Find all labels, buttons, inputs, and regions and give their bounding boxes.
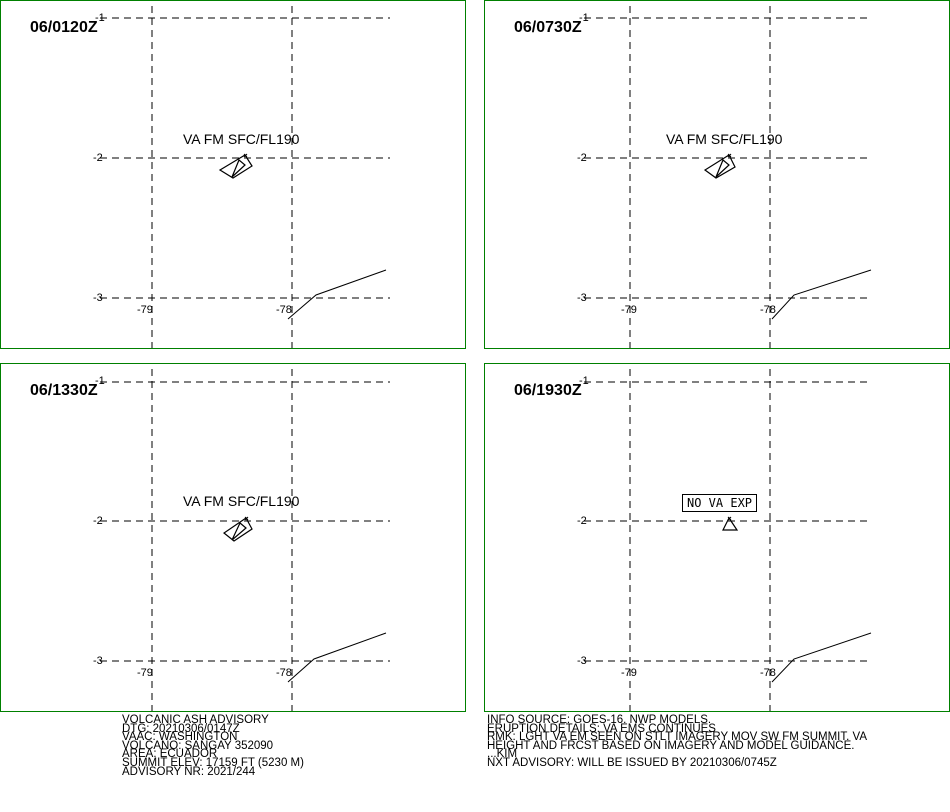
map-frame <box>484 0 950 349</box>
graticule <box>100 6 390 348</box>
volcano-icon <box>243 153 248 158</box>
lon-label-left: -79 <box>621 667 637 679</box>
coastline <box>287 632 387 683</box>
lon-label-left: -79 <box>137 667 153 679</box>
map-panel-2: 06/0730Z -1 -2 -3 -79 -78 VA FM SFC/FL19… <box>484 0 950 349</box>
map-frame <box>0 363 466 712</box>
lat-label-bot: -3 <box>93 655 103 667</box>
advisory-summit-elev: SUMMIT ELEV: 17159 FT (5230 M) <box>122 756 304 769</box>
remarks-line-2: HEIGHT AND FRCST BASED ON IMAGERY AND MO… <box>487 739 855 752</box>
coastline <box>287 269 387 320</box>
map-frame <box>484 363 950 712</box>
advisory-area: AREA: ECUADOR <box>122 748 218 761</box>
ash-polygon <box>222 517 253 542</box>
lon-label-left: -79 <box>137 304 153 316</box>
remarks-line-1: RMK: LGHT VA EM SEEN ON STLT IMAGERY MOV… <box>487 731 867 744</box>
volcano-icon <box>727 153 732 158</box>
valid-time: 06/1330Z <box>30 382 98 399</box>
ash-label: VA FM SFC/FL190 <box>183 131 300 147</box>
lat-label-top: -1 <box>579 12 589 24</box>
advisory-info-block: INFO SOURCE: GOES-16. NWP MODELS. ERUPTI… <box>487 714 867 769</box>
map-panel-1: 06/0120Z -1 -2 -3 -79 -78 VA FM SFC/FL19… <box>0 0 466 349</box>
lon-label-left: -79 <box>621 304 637 316</box>
ash-polygon <box>703 154 736 179</box>
coastline <box>771 632 872 683</box>
summit-marker-icon <box>727 516 732 521</box>
ash-polygon <box>218 154 253 179</box>
no-ash-label: NO VA EXP <box>682 494 758 512</box>
valid-time: 06/0120Z <box>30 19 98 36</box>
graticule <box>584 6 869 348</box>
lat-label-bot: -3 <box>577 292 587 304</box>
info-source: INFO SOURCE: GOES-16. NWP MODELS. <box>487 714 712 726</box>
map-panel-3: 06/1330Z -1 -2 -3 -79 -78 VA FM SFC/FL19… <box>0 363 466 712</box>
lat-label-bot: -3 <box>577 655 587 667</box>
lat-label-mid: -2 <box>93 152 103 164</box>
map-frame <box>0 0 466 349</box>
advisory-volcano: VOLCANO: SANGAY 352090 <box>122 739 274 752</box>
advisory-number: ADVISORY NR: 2021/244 <box>122 765 256 778</box>
lon-label-right: -78 <box>760 667 776 679</box>
lat-label-mid: -2 <box>577 515 587 527</box>
eruption-details: ERUPTION DETAILS: VA EMS CONTINUES <box>487 722 716 735</box>
lon-label-right: -78 <box>276 304 292 316</box>
lat-label-mid: -2 <box>93 515 103 527</box>
graticule <box>100 369 390 711</box>
advisory-title: VOLCANIC ASH ADVISORY <box>122 714 269 726</box>
ash-label: VA FM SFC/FL190 <box>666 131 783 147</box>
coastline <box>771 269 872 320</box>
next-advisory: NXT ADVISORY: WILL BE ISSUED BY 20210306… <box>487 756 777 769</box>
advisory-header-block: VOLCANIC ASH ADVISORY DTG: 20210306/0147… <box>122 714 304 778</box>
lon-label-right: -78 <box>276 667 292 679</box>
advisory-dtg: DTG: 20210306/0147Z <box>122 722 240 735</box>
lat-label-mid: -2 <box>577 152 587 164</box>
volcano-icon <box>244 516 249 521</box>
valid-time: 06/1930Z <box>514 382 582 399</box>
advisory-vaac: VAAC: WASHINGTON <box>122 731 238 744</box>
volcano-icon <box>722 516 739 531</box>
lat-label-top: -1 <box>95 375 105 387</box>
lat-label-top: -1 <box>579 375 589 387</box>
map-panel-4: 06/1930Z -1 -2 -3 -79 -78 NO VA EXP <box>484 363 950 712</box>
lon-label-right: -78 <box>760 304 776 316</box>
graticule <box>584 369 869 711</box>
forecaster: ...KIM <box>487 748 518 761</box>
ash-label: VA FM SFC/FL190 <box>183 493 300 509</box>
valid-time: 06/0730Z <box>514 19 582 36</box>
lat-label-top: -1 <box>95 12 105 24</box>
lat-label-bot: -3 <box>93 292 103 304</box>
